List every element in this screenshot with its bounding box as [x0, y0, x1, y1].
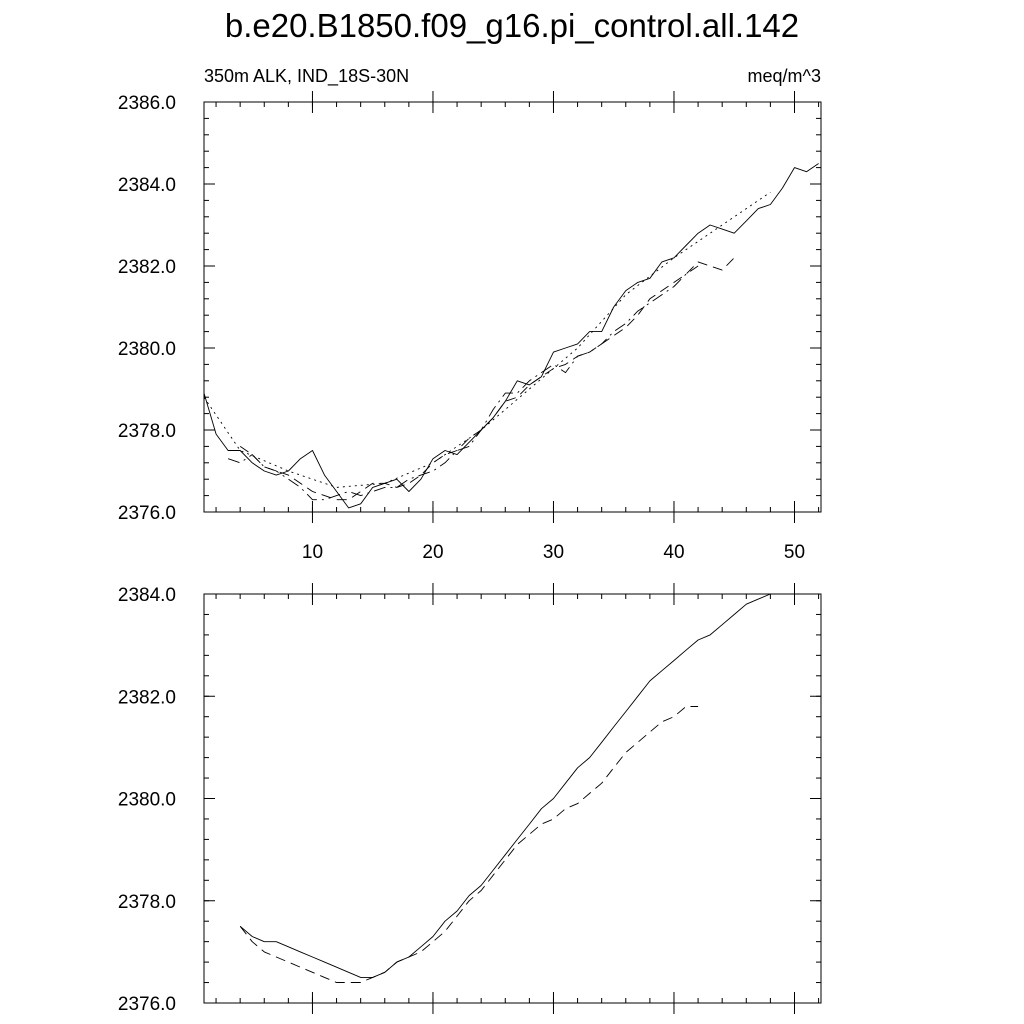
left-subtitle: 350m ALK, IND_18S-30N: [204, 66, 409, 87]
x-tick-label: 20: [422, 542, 443, 563]
series-line-dashed: [239, 706, 699, 983]
y-tick-label: 2378.0: [118, 421, 176, 442]
plot-frame: [203, 593, 822, 1004]
series-line-dotted: [203, 191, 771, 488]
y-tick-label: 2382.0: [118, 257, 176, 278]
series-line-dashdot: [227, 265, 699, 501]
units-label: meq/m^3: [748, 66, 821, 86]
plot-frame: [203, 101, 822, 513]
y-tick-label: 2378.0: [118, 892, 176, 913]
y-tick-label: 2376.0: [118, 503, 176, 524]
y-tick-label: 2384.0: [118, 175, 176, 196]
series-line-solid: [203, 163, 819, 509]
x-tick-label: 10: [302, 542, 323, 563]
y-tick-label: 2384.0: [118, 585, 176, 606]
x-tick-label: 40: [663, 542, 684, 563]
y-tick-label: 2382.0: [118, 687, 176, 708]
y-tick-label: 2380.0: [118, 339, 176, 360]
y-tick-label: 2386.0: [118, 93, 176, 114]
x-tick-label: 50: [784, 542, 805, 563]
y-tick-label: 2380.0: [118, 790, 176, 811]
top-panel: 2376.0 2378.0 2380.0 2382.0 2384.0 2386.0 10 20…: [118, 91, 822, 563]
y-tick-label: 2376.0: [118, 994, 176, 1015]
series-line-solid: [239, 593, 771, 978]
bottom-panel: 2376.0 2378.0 2380.0 2382.0 2384.0: [118, 583, 822, 1015]
series-line-dashed: [239, 257, 735, 501]
chart-title: b.e20.B1850.f09_g16.pi_control.all.142: [225, 7, 799, 44]
x-tick-label: 30: [543, 542, 564, 563]
